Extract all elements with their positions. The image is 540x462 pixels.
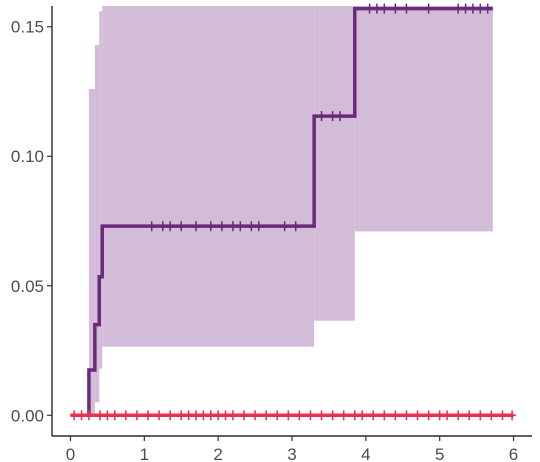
y-tick-label: 0.10 [11, 147, 44, 166]
confidence-band-segment [94, 44, 100, 403]
x-tick-label: 0 [66, 445, 75, 462]
x-tick-label: 3 [287, 445, 296, 462]
x-tick-label: 2 [213, 445, 222, 462]
y-tick-label: 0.05 [11, 277, 44, 296]
confidence-band-segment [99, 11, 103, 369]
x-tick-label: 1 [140, 445, 149, 462]
y-tick-label: 0.00 [11, 406, 44, 425]
y-tick-label: 0.15 [11, 18, 44, 37]
confidence-band-segment [314, 6, 355, 321]
confidence-band-segment [88, 88, 95, 416]
confidence-band-segment [102, 6, 315, 347]
series-1-step-line [82, 6, 493, 418]
tick-layer: 0 1 2 3 4 5 6 0.00 0.05 0.10 0.15 [11, 18, 518, 462]
series-layer [70, 3, 517, 421]
confidence-band-segment [354, 6, 493, 232]
x-tick-label: 6 [509, 445, 518, 462]
x-tick-label: 4 [361, 445, 370, 462]
x-tick-label: 5 [435, 445, 444, 462]
confidence-band-layer [88, 6, 493, 416]
